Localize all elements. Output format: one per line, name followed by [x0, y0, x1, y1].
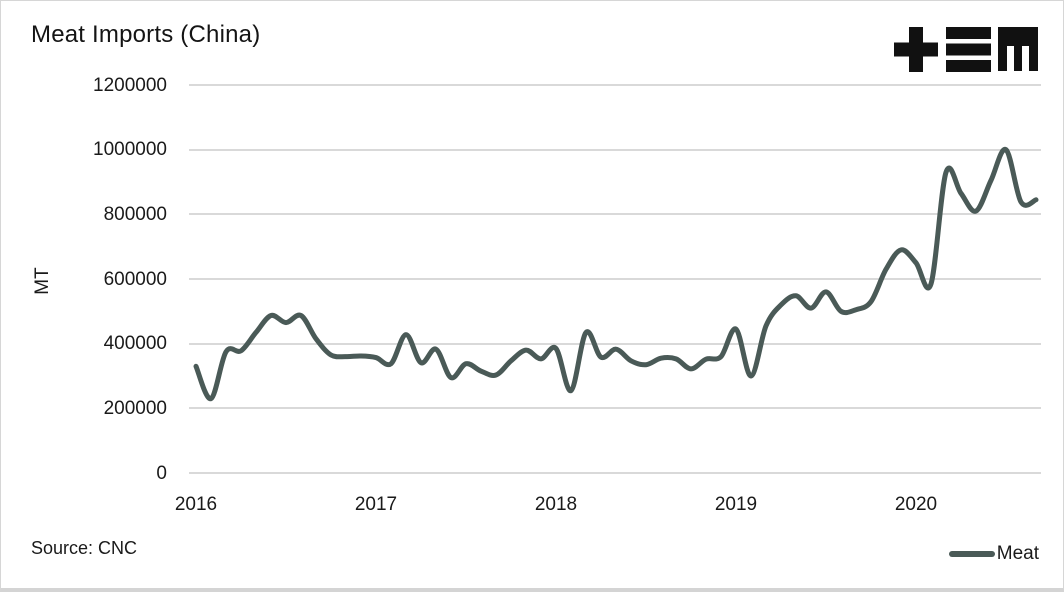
legend-line-marker	[948, 551, 995, 557]
legend-label: Meat	[996, 543, 1039, 564]
gridline	[189, 278, 1041, 280]
y-tick-label: 600000	[103, 268, 167, 290]
y-tick-label: 800000	[103, 203, 167, 225]
x-tick-label: 2017	[354, 494, 398, 515]
x-tick-label: 2016	[174, 494, 218, 515]
y-tick-label: 200000	[103, 397, 167, 419]
plus-icon	[894, 27, 938, 72]
gridline	[189, 148, 1041, 151]
m-glyph-icon	[998, 27, 1038, 71]
meat-series-line	[193, 147, 1039, 402]
gridline	[189, 213, 1041, 216]
source-note: Source: CNC	[31, 538, 138, 558]
y-tick-label: 1200000	[93, 74, 167, 96]
x-tick-label: 2020	[894, 494, 938, 515]
x-tick-label: 2018	[534, 494, 578, 515]
legend: Meat	[948, 543, 1039, 565]
gridline	[189, 342, 1041, 345]
y-tick-label: 1000000	[93, 139, 167, 161]
brand-logo-icon	[894, 27, 1038, 72]
y-tick-label: 0	[156, 462, 167, 484]
triple-bar-icon	[946, 27, 991, 72]
gridline	[189, 472, 1041, 474]
gridline	[189, 84, 1041, 86]
chart-title: Meat Imports (China)	[31, 21, 261, 48]
y-tick-label: 400000	[103, 333, 167, 355]
x-tick-label: 2019	[714, 494, 758, 515]
gridline	[189, 407, 1041, 410]
